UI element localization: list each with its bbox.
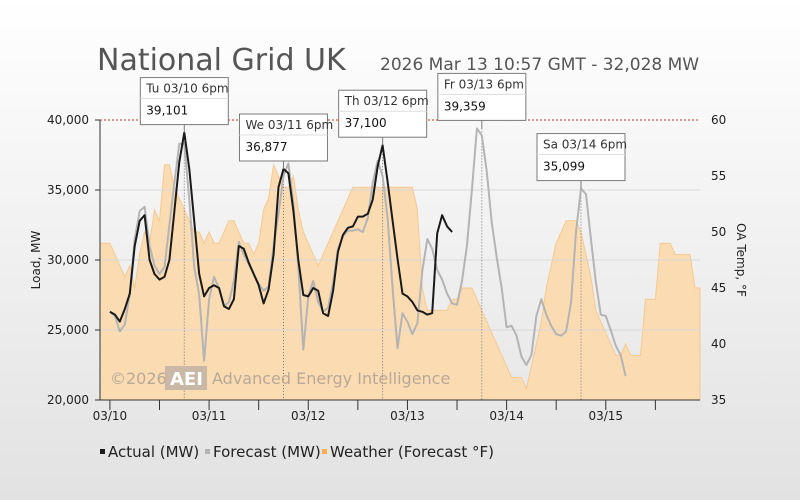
peak-annotation-1[interactable]: We 03/11 6pm 36,877 [238,113,333,169]
y-tick-label-0: 20,000 [47,393,89,407]
legend-label-actual[interactable]: Actual (MW) [108,443,199,461]
y2-tick-label-2: 45 [711,281,726,295]
y-tick-label-3: 35,000 [47,183,89,197]
y2-axis-title: OA Temp, °F [734,223,748,297]
forecast-line [109,127,627,377]
legend-swatch-weather [322,449,327,454]
x-tick-label-4: 03/14 [489,409,524,423]
legend: Actual (MW) Forecast (MW) Weather (Forec… [100,443,494,461]
axes-layer: 20,000 25,000 30,000 35,000 40,000 35 40 45 50 55… [29,113,748,423]
legend-swatch-forecast [205,449,210,454]
peak-annotation-2[interactable]: Th 03/12 6pm 37,100 [338,89,429,146]
chart-title: National Grid UK [97,43,347,78]
chart-status: 2026 Mar 13 10:57 GMT - 32,028 MW [380,55,699,75]
peak-annotation-box [536,133,626,182]
y-axis-title: Load, MW [29,231,43,290]
annotation-layer: Tu 03/10 6pm 39,101 We 03/11 6pm 36,877 Th 0… [139,72,627,189]
peak-annotation-label: Tu 03/10 6pm [145,82,228,96]
x-tick-label-5: 03/15 [588,409,623,423]
legend-label-forecast[interactable]: Forecast (MW) [213,443,321,461]
peak-annotation-4[interactable]: Sa 03/14 6pm 35,099 [536,133,627,189]
legend-label-weather[interactable]: Weather (Forecast °F) [330,443,494,461]
peak-annotation-label: Sa 03/14 6pm [543,138,627,152]
watermark: ©2026 AEI Advanced Energy Intelligence [110,366,450,390]
peak-annotation-0[interactable]: Tu 03/10 6pm 39,101 [139,77,229,133]
legend-swatch-actual [100,449,105,454]
y2-tick-label-3: 50 [711,225,726,239]
y-tick-label-2: 30,000 [47,253,89,267]
peak-annotation-value: 37,100 [345,116,387,130]
peak-annotation-box [139,77,229,126]
peak-annotation-label: Th 03/12 6pm [344,94,429,108]
watermark-logo-box [165,366,207,390]
watermark-copyright: ©2026 [110,369,167,388]
actual-line [109,131,453,323]
watermark-company: Advanced Energy Intelligence [212,369,450,388]
watermark-logo: AEI [170,369,203,390]
x-tick-label-3: 03/13 [390,409,425,423]
peak-annotation-box [338,89,428,138]
y2-tick-label-4: 55 [711,169,726,183]
y-tick-label-4: 40,000 [47,113,89,127]
series-line-layer [109,127,627,377]
peak-annotation-3[interactable]: Fr 03/13 6pm 39,359 [437,72,527,129]
y2-tick-label-0: 35 [711,393,726,407]
peak-annotation-value: 35,099 [543,160,585,174]
peak-annotation-box [238,113,328,162]
x-tick-label-0: 03/10 [93,409,128,423]
peak-annotation-box [437,72,527,121]
peak-annotation-value: 39,101 [146,104,188,118]
x-tick-label-1: 03/11 [192,409,227,423]
x-tick-label-2: 03/12 [291,409,326,423]
peak-guide-layer [183,128,582,400]
y2-tick-label-5: 60 [711,113,726,127]
y-tick-label-1: 25,000 [47,323,89,337]
peak-annotation-label: We 03/11 6pm [245,118,333,132]
peak-annotation-label: Fr 03/13 6pm [444,77,524,91]
y2-tick-label-1: 40 [711,337,726,351]
peak-annotation-value: 39,359 [444,99,486,113]
peak-annotation-value: 36,877 [245,140,287,154]
